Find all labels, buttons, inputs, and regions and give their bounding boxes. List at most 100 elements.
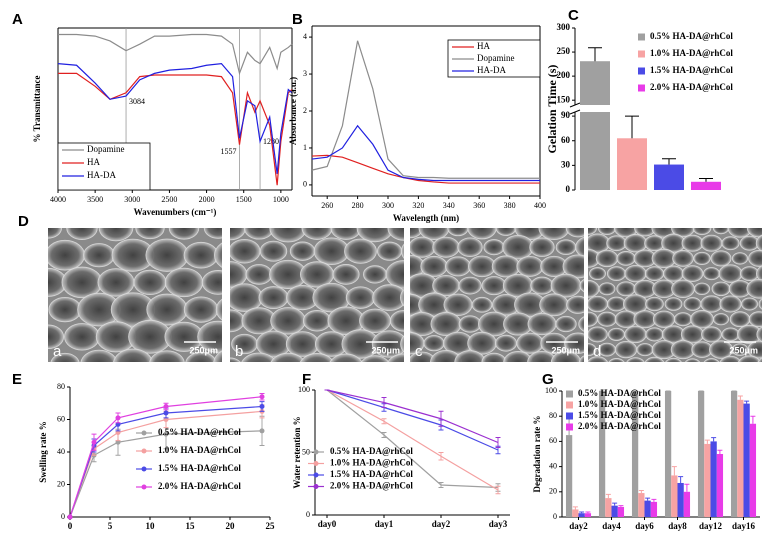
pore [48, 228, 62, 239]
error-bar [750, 415, 756, 424]
pore [376, 241, 403, 261]
y-tick-label: 20 [549, 487, 557, 496]
y-tick-label: 40 [549, 461, 557, 470]
legend-swatch [638, 33, 645, 41]
panel-label: C [568, 7, 579, 24]
line [311, 154, 540, 184]
bar [737, 399, 744, 517]
legend-label: 0.5% HA-DA@rhCol [158, 427, 241, 437]
pore [588, 356, 608, 362]
bar [704, 443, 711, 517]
pore [183, 296, 219, 323]
y-tick-label: 60 [57, 414, 65, 423]
bar [691, 181, 721, 190]
y-tick-label: 30 [561, 159, 571, 169]
pore [588, 326, 608, 343]
pore [356, 228, 394, 243]
pore [332, 264, 360, 285]
bar [710, 441, 717, 517]
pore [579, 355, 584, 362]
pore [516, 332, 544, 354]
legend-label: 1.0% HA-DA@rhCol [578, 399, 661, 409]
pore [445, 256, 471, 277]
legend-swatch [141, 448, 147, 454]
scale-label: 250μm [371, 345, 400, 355]
pore [596, 372, 618, 389]
pore [636, 373, 654, 386]
pore [756, 265, 762, 282]
panel-label: G [542, 371, 554, 388]
pore [145, 238, 189, 272]
scale-label: 250μm [551, 345, 580, 355]
sem-image: b 250μm [230, 228, 431, 400]
marker [163, 404, 169, 409]
scale-label: 250μm [729, 345, 758, 355]
pore [710, 372, 731, 388]
pore [400, 243, 404, 259]
pore [564, 332, 584, 354]
legend-label: 1.0% HA-DA@rhCol [330, 458, 413, 468]
legend-label: 2.0% HA-DA@rhCol [158, 481, 241, 491]
legend-label: HA-DA [477, 65, 506, 75]
x-tick-label: 380 [504, 201, 516, 210]
pore [241, 352, 277, 362]
legend-label: HA [87, 157, 100, 167]
pore [215, 298, 222, 321]
x-axis-label: Wavenumbers (cm⁻¹) [134, 207, 217, 217]
pore [693, 251, 711, 265]
pore [530, 276, 554, 295]
pore [672, 250, 694, 267]
legend-swatch [566, 390, 573, 398]
marker [115, 415, 121, 421]
pore [458, 276, 482, 295]
pore [606, 235, 627, 252]
legend-label: 2.0% HA-DA@rhCol [650, 82, 733, 92]
pore [636, 343, 654, 357]
y-tick-label: 0 [61, 512, 65, 521]
error-bar [651, 498, 657, 502]
pore [566, 295, 584, 314]
legend-label: 1.5% HA-DA@rhCol [578, 410, 661, 420]
bar [716, 454, 724, 517]
y-axis-label: Absorbance (a.u.) [288, 77, 298, 145]
pore [712, 228, 730, 235]
pore [703, 358, 720, 362]
pore [62, 376, 102, 407]
bar [730, 391, 738, 517]
pore [135, 380, 165, 402]
pore [624, 264, 647, 283]
image-label: c [415, 343, 423, 360]
legend-label: 1.5% HA-DA@rhCol [650, 65, 733, 75]
pore [259, 240, 288, 262]
pore [432, 236, 460, 258]
y-tick-label: 100 [298, 385, 310, 394]
x-tick-label: day12 [699, 521, 723, 531]
pore [371, 330, 404, 358]
error-bar [684, 483, 690, 492]
pore [405, 380, 431, 400]
error-bar [91, 433, 97, 451]
pore [48, 296, 82, 323]
legend-label: 1.0% HA-DA@rhCol [650, 48, 733, 58]
pore [113, 348, 153, 362]
pore [719, 355, 742, 362]
pore [757, 357, 762, 362]
error-bar [704, 439, 710, 444]
x-tick-label: 2000 [199, 195, 215, 204]
pore [389, 310, 404, 332]
pore [483, 239, 505, 256]
pore [721, 327, 740, 342]
x-tick-label: 10 [146, 521, 156, 531]
pore [495, 228, 517, 236]
bar [743, 403, 750, 517]
pore [673, 312, 693, 327]
pore [538, 228, 570, 241]
pore [700, 295, 723, 313]
bar [584, 513, 592, 517]
pore [516, 255, 544, 277]
image-label: b [235, 343, 243, 360]
pore [48, 239, 85, 271]
pore [670, 340, 696, 360]
pore [230, 283, 263, 312]
sem-image: d 250μm [588, 228, 762, 389]
